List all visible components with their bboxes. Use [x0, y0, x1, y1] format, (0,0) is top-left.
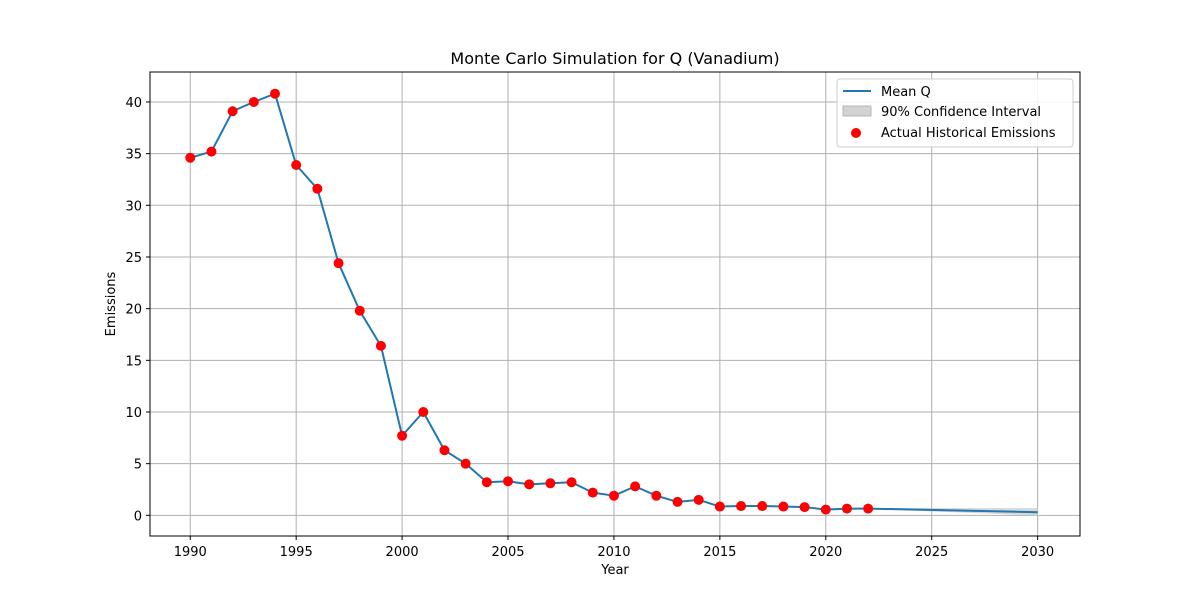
- actual-emission-point: [248, 96, 259, 107]
- y-tick-label: 35: [125, 148, 142, 163]
- actual-emission-point: [608, 490, 619, 501]
- actual-emission-point: [545, 478, 556, 489]
- actual-emission-point: [185, 152, 196, 163]
- actual-emission-point: [820, 504, 831, 515]
- actual-emission-point: [439, 445, 450, 456]
- actual-emission-point: [375, 340, 386, 351]
- y-tick-label: 20: [125, 303, 142, 318]
- x-tick-label: 2020: [809, 545, 842, 560]
- x-tick-label: 1990: [174, 545, 207, 560]
- actual-emission-point: [587, 487, 598, 498]
- y-axis-title: Emissions: [104, 271, 119, 336]
- x-tick-label: 2030: [1021, 545, 1054, 560]
- x-tick-label: 1995: [280, 545, 313, 560]
- legend-box: [836, 78, 1074, 148]
- x-tick-label: 2010: [597, 545, 630, 560]
- legend-label-confidence: 90% Confidence Interval: [881, 105, 1041, 120]
- actual-emission-point: [566, 477, 577, 488]
- legend: Mean Q 90% Confidence Interval Actual Hi…: [836, 78, 1074, 148]
- y-tick-label: 10: [125, 406, 142, 421]
- actual-emission-point: [418, 406, 429, 417]
- x-tick-label: 2005: [491, 545, 524, 560]
- x-tick-label: 2015: [703, 545, 736, 560]
- actual-emission-point: [333, 258, 344, 269]
- actual-emission-point: [291, 160, 302, 171]
- actual-emission-point: [354, 305, 365, 316]
- actual-emission-point: [227, 106, 238, 117]
- actual-points-layer: [185, 88, 874, 515]
- actual-emission-point: [778, 501, 789, 512]
- x-tick-label: 2000: [386, 545, 419, 560]
- actual-emission-point: [714, 501, 725, 512]
- x-axis: 1990 1995 2000 2005 2010 2015 2020 2025 2030: [174, 536, 1054, 560]
- actual-emission-point: [672, 496, 683, 507]
- actual-emission-point: [481, 477, 492, 488]
- legend-band-swatch: [842, 105, 872, 117]
- actual-emission-point: [503, 476, 514, 487]
- actual-emission-point: [799, 502, 810, 513]
- actual-emission-point: [693, 494, 704, 505]
- x-tick-label: 2025: [915, 545, 948, 560]
- actual-emission-point: [841, 503, 852, 514]
- actual-emission-point: [863, 503, 874, 514]
- actual-emission-point: [397, 430, 408, 441]
- actual-emission-point: [524, 479, 535, 490]
- actual-emission-point: [736, 501, 747, 512]
- legend-label-actual: Actual Historical Emissions: [881, 126, 1056, 141]
- legend-label-mean: Mean Q: [881, 85, 931, 100]
- chart-title: Monte Carlo Simulation for Q (Vanadium): [450, 49, 779, 68]
- y-tick-label: 25: [125, 251, 142, 266]
- actual-emission-point: [206, 146, 217, 157]
- mean-q-line: [189, 92, 1038, 514]
- actual-emission-point: [757, 501, 768, 512]
- actual-emission-point: [460, 458, 471, 469]
- actual-emission-point: [630, 481, 641, 492]
- grid: [150, 72, 1080, 536]
- y-tick-label: 5: [134, 458, 142, 473]
- legend-point-swatch: [851, 128, 861, 138]
- y-tick-label: 0: [134, 509, 142, 524]
- y-tick-label: 15: [125, 354, 142, 369]
- x-axis-title: Year: [600, 563, 629, 578]
- actual-emission-point: [312, 183, 323, 194]
- y-tick-label: 40: [125, 96, 142, 111]
- y-tick-label: 30: [125, 199, 142, 214]
- actual-emission-point: [651, 490, 662, 501]
- y-axis: 0 5 10 15 20 25 30 35 40: [125, 96, 150, 524]
- mean-line-layer: [189, 92, 1038, 514]
- actual-emission-point: [269, 88, 280, 99]
- plot-frame: [149, 71, 1081, 537]
